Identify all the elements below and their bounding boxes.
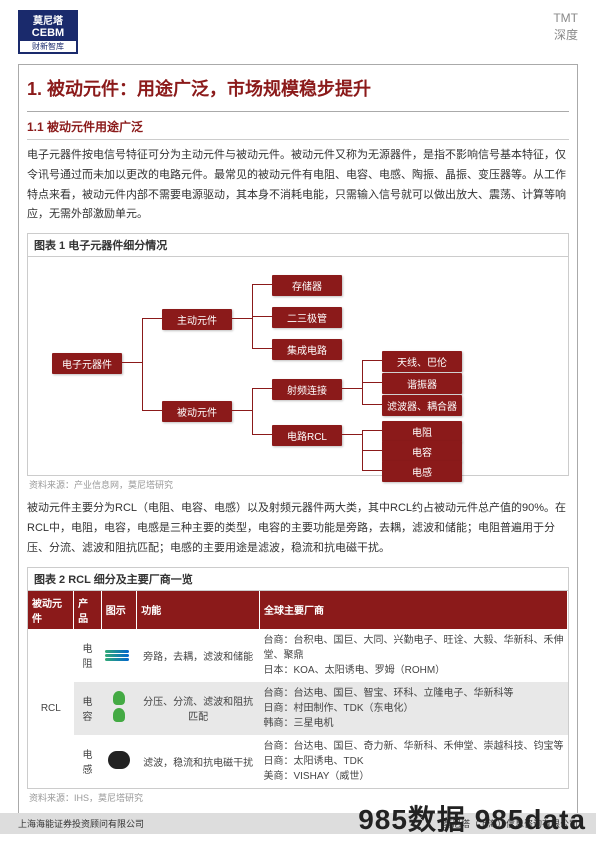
figure2-title: 图表 2 RCL 细分及主要厂商一览 — [27, 567, 569, 590]
product-cell: 电阻 — [74, 629, 102, 682]
main-content: 1. 被动元件：用途广泛，市场规模稳步提升 1.1 被动元件用途广泛 电子元器件… — [18, 64, 578, 819]
tree-connector — [142, 362, 143, 411]
figure1-body: 电子元器件 主动元件被动元件 存储器二三极管集成电路射频连接电路RCL 天线、巴伦谐振… — [27, 256, 569, 476]
vendor-cell: 台商：台达电、国巨、智宝、环科、立隆电子、华新科等 日商：村田制作、TDK（东电… — [259, 682, 567, 735]
figure1-title: 图表 1 电子元器件细分情况 — [27, 233, 569, 256]
tree-connector — [142, 318, 143, 363]
vendor-cell: 台商：台积电、国巨、大同、兴勤电子、旺诠、大毅、华新科、禾伸堂、聚鼎 日本：KO… — [259, 629, 567, 682]
tree-node-passive: 被动元件 — [162, 401, 232, 422]
tree-connector — [142, 410, 162, 411]
icon-cell — [101, 735, 136, 788]
th-3: 功能 — [137, 591, 260, 629]
th-1: 产品 — [74, 591, 102, 629]
tree-node-c2: 电容 — [382, 441, 462, 462]
resistor-icon — [105, 658, 129, 661]
tree-connector — [252, 410, 253, 435]
table-row: 电容分压、分流、滤波和阻抗匹配台商：台达电、国巨、智宝、环科、立隆电子、华新科等… — [28, 682, 568, 735]
icon-cell — [101, 682, 136, 735]
footer-left: 上海海能证券投资顾问有限公司 — [18, 817, 144, 830]
capacitor-icon — [113, 691, 125, 705]
tree-connector — [362, 360, 382, 361]
product-cell: 电感 — [74, 735, 102, 788]
tree-connector — [252, 316, 272, 317]
tree-connector — [232, 410, 252, 411]
corner-tag: TMT 深度 — [553, 10, 578, 44]
para-2: 被动元件主要分为RCL（电阻、电容、电感）以及射频元器件两大类，其中RCL约占被… — [27, 499, 569, 558]
th-0: 被动元件 — [28, 591, 74, 629]
tree-node-active: 主动元件 — [162, 309, 232, 330]
tree-connector — [362, 470, 382, 471]
tree-diagram: 电子元器件 主动元件被动元件 存储器二三极管集成电路射频连接电路RCL 天线、巴伦谐振… — [32, 261, 564, 471]
product-cell: 电容 — [74, 682, 102, 735]
resistor-icon — [105, 650, 129, 653]
logo-line1: 莫尼塔 — [20, 12, 76, 27]
tree-connector — [362, 382, 382, 383]
tree-connector — [362, 434, 363, 471]
function-cell: 分压、分流、滤波和阻抗匹配 — [137, 682, 260, 735]
corner-line1: TMT — [553, 10, 578, 27]
function-cell: 旁路，去耦，滤波和储能 — [137, 629, 260, 682]
section-h1: 1. 被动元件：用途广泛，市场规模稳步提升 — [27, 69, 569, 112]
tree-node-p2: 电路RCL — [272, 425, 342, 446]
tree-connector — [252, 434, 272, 435]
th-4: 全球主要厂商 — [259, 591, 567, 629]
tree-connector — [252, 388, 272, 389]
vendor-cell: 台商：台达电、国巨、奇力新、华新科、禾伸堂、崇越科技、钧宝等 日商：太阳诱电、T… — [259, 735, 567, 788]
tree-connector — [342, 388, 362, 389]
capacitor-icon — [113, 708, 125, 722]
rcl-label-cell: RCL — [28, 629, 74, 788]
tree-connector — [142, 318, 162, 319]
tree-connector — [362, 450, 382, 451]
tree-node-p1: 射频连接 — [272, 379, 342, 400]
tree-node-a2: 二三极管 — [272, 307, 342, 328]
tree-connector — [252, 388, 253, 411]
inductor-icon — [108, 751, 130, 769]
table-row: RCL电阻旁路，去耦，滤波和储能台商：台积电、国巨、大同、兴勤电子、旺诠、大毅、… — [28, 629, 568, 682]
icon-cell — [101, 629, 136, 682]
watermark: 985数据 985data — [358, 798, 586, 838]
tree-node-a1: 存储器 — [272, 275, 342, 296]
tree-connector — [342, 434, 362, 435]
para-1: 电子元器件按电信号特征可分为主动元件与被动元件。被动元件又称为无源器件，是指不影… — [27, 146, 569, 225]
tree-connector — [362, 430, 382, 431]
tree-connector — [122, 362, 142, 363]
tree-connector — [362, 388, 363, 405]
tree-connector — [252, 348, 272, 349]
tree-connector — [252, 318, 253, 349]
corner-line2: 深度 — [553, 27, 578, 44]
tree-node-r2: 谐振器 — [382, 373, 462, 394]
tree-node-r1: 天线、巴伦 — [382, 351, 462, 372]
tree-connector — [232, 318, 252, 319]
tree-connector — [252, 284, 272, 285]
tree-connector — [252, 284, 253, 319]
tree-node-c1: 电阻 — [382, 421, 462, 442]
logo: 莫尼塔 CEBM 财新智库 — [18, 10, 78, 54]
tree-node-r3: 滤波器、耦合器 — [382, 395, 462, 416]
logo-line2: CEBM — [20, 27, 76, 39]
figure2-body: 被动元件 产品 图示 功能 全球主要厂商 RCL电阻旁路，去耦，滤波和储能台商：… — [27, 590, 569, 789]
figure1-source: 资料来源：产业信息网，莫尼塔研究 — [29, 478, 569, 491]
table-row: 电感滤波，稳流和抗电磁干扰台商：台达电、国巨、奇力新、华新科、禾伸堂、崇越科技、… — [28, 735, 568, 788]
tree-connector — [362, 404, 382, 405]
tree-node-a3: 集成电路 — [272, 339, 342, 360]
tree-node-root: 电子元器件 — [52, 353, 122, 374]
header-bar: 莫尼塔 CEBM 财新智库 TMT 深度 — [18, 10, 578, 54]
resistor-icon — [105, 654, 129, 657]
function-cell: 滤波，稳流和抗电磁干扰 — [137, 735, 260, 788]
tree-node-c3: 电感 — [382, 461, 462, 482]
rcl-table: 被动元件 产品 图示 功能 全球主要厂商 RCL电阻旁路，去耦，滤波和储能台商：… — [28, 591, 568, 788]
th-2: 图示 — [101, 591, 136, 629]
logo-line3: 财新智库 — [20, 41, 76, 52]
section-h2: 1.1 被动元件用途广泛 — [27, 118, 569, 140]
